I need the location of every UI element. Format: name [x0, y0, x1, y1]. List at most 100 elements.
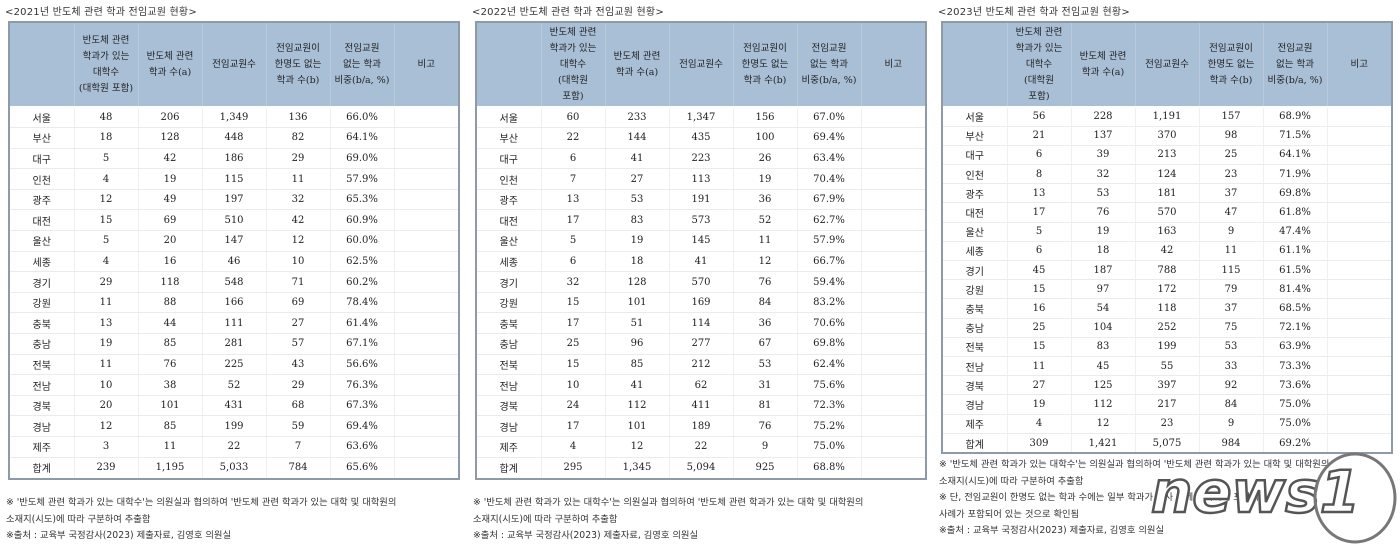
- value-cell: 573: [669, 209, 734, 232]
- value-cell: 113: [669, 168, 734, 190]
- value-cell: 12: [605, 436, 670, 458]
- value-cell: 9: [733, 436, 798, 458]
- value-cell: 42: [266, 209, 331, 232]
- panel-2023: <2023년 반도체 관련 학과 전임교원 현황> 반도체 관련 학과가 있는 …: [933, 0, 1398, 544]
- value-cell: [861, 436, 925, 458]
- value-cell: 62.4%: [797, 354, 862, 376]
- table-row: 대전 17 76 570 47 61.8%: [943, 202, 1391, 223]
- region-cell: 인천: [477, 168, 542, 190]
- column-header: 반도체 관련 학과 수(a): [605, 23, 670, 108]
- value-cell: 69.4%: [797, 127, 862, 149]
- value-cell: 75.6%: [797, 374, 862, 396]
- column-header: 전임교원이 한명도 없는 학과 수(b): [733, 23, 798, 108]
- column-header: 비고: [861, 23, 925, 108]
- value-cell: 18: [74, 127, 139, 149]
- notes-2021: ※ '반도체 관련 학과가 있는 대학수'는 의원실과 협의하여 '반도체 관련…: [6, 495, 396, 544]
- region-cell: 합계: [10, 457, 75, 478]
- value-cell: [394, 354, 458, 376]
- value-cell: 19: [1007, 394, 1072, 415]
- value-cell: 4: [541, 436, 606, 458]
- region-cell: 울산: [10, 230, 75, 252]
- value-cell: 29: [266, 374, 331, 396]
- data-table-2022: 반도체 관련 학과가 있는 대학수 (대학원 포함) 반도체 관련 학과 수(a)…: [477, 23, 925, 478]
- value-cell: [861, 415, 925, 437]
- value-cell: 20: [74, 395, 139, 417]
- value-cell: 65.3%: [330, 189, 395, 211]
- table-row: 서울 60 233 1,347 156 67.0%: [477, 107, 925, 129]
- region-cell: 서울: [943, 107, 1008, 127]
- value-cell: 69.4%: [330, 415, 395, 437]
- value-cell: [1327, 375, 1391, 396]
- value-cell: 47.4%: [1263, 222, 1328, 242]
- region-cell: 서울: [10, 107, 75, 129]
- value-cell: 75.0%: [1263, 414, 1328, 434]
- region-cell: 강원: [10, 292, 75, 314]
- region-cell: 전북: [943, 337, 1008, 357]
- value-cell: [1327, 298, 1391, 319]
- value-cell: 63.4%: [797, 148, 862, 170]
- value-cell: 5: [1007, 222, 1072, 242]
- value-cell: 397: [1135, 375, 1200, 396]
- region-cell: 제주: [477, 436, 542, 458]
- region-cell: 경기: [10, 271, 75, 293]
- value-cell: 60.2%: [330, 271, 395, 293]
- value-cell: 83: [1071, 337, 1136, 357]
- region-cell: 경남: [10, 415, 75, 437]
- value-cell: 53: [605, 189, 670, 211]
- table-row: 강원 15 97 172 79 81.4%: [943, 279, 1391, 300]
- value-cell: 16: [1007, 298, 1072, 319]
- value-cell: 96: [605, 333, 670, 355]
- value-cell: 61.5%: [1263, 260, 1328, 281]
- value-cell: 5,094: [669, 457, 734, 478]
- value-cell: 84: [733, 292, 798, 314]
- region-cell: 전남: [10, 374, 75, 396]
- table-row: 충남 25 96 277 67 69.8%: [477, 333, 925, 355]
- table-row: 서울 48 206 1,349 136 66.0%: [10, 107, 458, 129]
- footnote-line: ※출처 : 교육부 국정감사(2023) 제출자료, 김영호 의원실: [6, 530, 232, 541]
- region-cell: 충북: [10, 312, 75, 335]
- value-cell: 46: [202, 251, 267, 273]
- value-cell: 75.2%: [797, 415, 862, 437]
- table-row: 강원 15 101 169 84 83.2%: [477, 292, 925, 314]
- value-cell: 157: [1199, 107, 1264, 127]
- value-cell: 206: [138, 107, 203, 129]
- table-row: 충북 16 54 118 37 68.5%: [943, 298, 1391, 319]
- value-cell: 84: [1199, 394, 1264, 415]
- value-cell: [1327, 145, 1391, 166]
- value-cell: 15: [1007, 279, 1072, 300]
- notes-2023: ※ '반도체 관련 학과가 있는 대학수'는 의원실과 협의하여 '반도체 관련…: [939, 457, 1329, 540]
- value-cell: 4: [74, 168, 139, 190]
- value-cell: 984: [1199, 433, 1264, 453]
- footnote-line: ※ '반도체 관련 학과가 있는 대학수'는 의원실과 협의하여 '반도체 관련…: [939, 459, 1330, 470]
- value-cell: 147: [202, 230, 267, 252]
- table-title-2022: <2022년 반도체 관련 학과 전임교원 현황>: [472, 7, 664, 18]
- table-row: 전남 11 45 55 33 73.3%: [943, 356, 1391, 377]
- value-cell: 67.1%: [330, 333, 395, 355]
- value-cell: 115: [202, 168, 267, 190]
- value-cell: [1327, 126, 1391, 146]
- value-cell: [394, 333, 458, 355]
- table-row: 충북 13 44 111 27 61.4%: [10, 312, 458, 335]
- value-cell: 8: [1007, 164, 1072, 185]
- value-cell: 145: [669, 230, 734, 252]
- table-2023: 반도체 관련 학과가 있는 대학수 (대학원 포함) 반도체 관련 학과 수(a)…: [941, 21, 1393, 455]
- value-cell: 61.4%: [330, 312, 395, 335]
- value-cell: 370: [1135, 126, 1200, 146]
- value-cell: 69.2%: [1263, 433, 1328, 453]
- value-cell: [861, 189, 925, 211]
- table-row: 인천 7 27 113 19 70.4%: [477, 168, 925, 190]
- column-header: 반도체 관련 학과 수(a): [1071, 23, 1136, 108]
- value-cell: 13: [74, 312, 139, 335]
- value-cell: 97: [1071, 279, 1136, 300]
- region-cell: 경북: [477, 395, 542, 417]
- value-cell: 24: [541, 395, 606, 417]
- value-cell: 125: [1071, 375, 1136, 396]
- table-row: 서울 56 228 1,191 157 68.9%: [943, 107, 1391, 127]
- value-cell: 19: [733, 168, 798, 190]
- data-table-2023: 반도체 관련 학과가 있는 대학수 (대학원 포함) 반도체 관련 학과 수(a)…: [943, 23, 1391, 453]
- column-header: 전임교원 없는 학과 비중(b/a, %): [330, 23, 395, 108]
- value-cell: 9: [1199, 414, 1264, 434]
- table-row: 대구 5 42 186 29 69.0%: [10, 148, 458, 170]
- value-cell: 53: [1071, 183, 1136, 204]
- region-cell: 경기: [943, 260, 1008, 281]
